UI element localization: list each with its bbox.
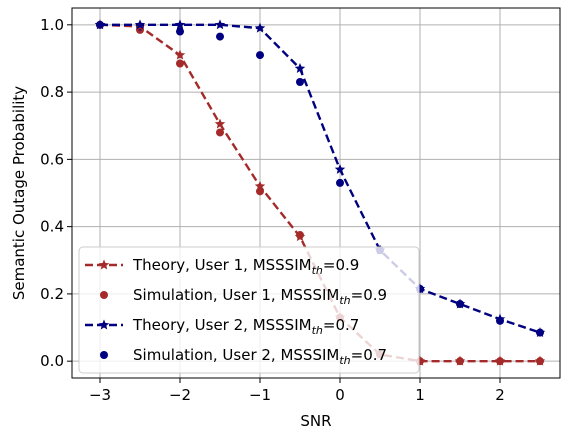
data-point (534, 327, 546, 338)
data-point (254, 22, 266, 33)
data-point (214, 19, 226, 30)
data-point (294, 231, 306, 242)
x-tick-label: 2 (495, 386, 505, 404)
x-tick-label: −1 (249, 386, 271, 404)
legend-label: Theory, User 2, MSSSIMth=0.7 (132, 316, 359, 337)
data-point (134, 19, 146, 30)
data-point (94, 19, 106, 30)
legend-item: Simulation, User 2, MSSSIMth=0.7 (100, 346, 387, 367)
y-tick-label: 1.0 (40, 16, 64, 34)
legend: Theory, User 1, MSSSIMth=0.9 Simulation, … (78, 246, 420, 374)
data-point (334, 163, 346, 174)
data-point (296, 78, 304, 86)
data-point (494, 355, 506, 366)
data-point (174, 49, 186, 60)
data-point (534, 355, 546, 366)
legend-marker (100, 291, 108, 299)
legend-label: Simulation, User 1, MSSSIMth=0.9 (133, 286, 387, 307)
data-point (176, 27, 184, 36)
ticks: −3 −2 −1 0 1 2 0.0 0.2 0.4 0.6 0.8 1.0 (40, 16, 505, 404)
data-point (216, 128, 224, 137)
x-axis-label: SNR (300, 412, 331, 430)
data-point (454, 355, 466, 366)
legend-marker (98, 259, 110, 270)
y-tick-label: 0.0 (40, 352, 64, 370)
legend-marker (100, 351, 108, 359)
x-tick-label: −3 (89, 386, 111, 404)
data-point (494, 313, 506, 324)
x-tick-label: −2 (169, 386, 191, 404)
x-tick-label: 1 (415, 386, 425, 404)
data-point (256, 51, 264, 60)
legend-item: Theory, User 2, MSSSIMth=0.7 (85, 316, 359, 337)
y-tick-label: 0.2 (40, 285, 64, 303)
plot-frame (71, 7, 561, 379)
data-point (294, 63, 306, 73)
data-point (254, 180, 266, 191)
data-point (214, 118, 226, 129)
legend-box (78, 246, 420, 374)
y-axis-label: Semantic Outage Probability (10, 86, 28, 300)
x-tick-label: 0 (335, 386, 345, 404)
series-line (100, 23, 541, 334)
legend-label: Theory, User 1, MSSSIMth=0.9 (132, 256, 359, 277)
data-point (174, 19, 186, 30)
y-tick-label: 0.6 (40, 150, 64, 168)
data-point (454, 298, 466, 309)
legend-label: Simulation, User 2, MSSSIMth=0.7 (133, 346, 387, 367)
legend-item: Theory, User 1, MSSSIMth=0.9 (85, 256, 359, 277)
y-tick-label: 0.4 (40, 218, 64, 236)
data-point (336, 178, 344, 187)
legend-marker (98, 319, 110, 330)
data-point (216, 32, 224, 41)
data-point (176, 59, 184, 68)
legend-item: Simulation, User 1, MSSSIMth=0.9 (100, 286, 387, 307)
y-tick-label: 0.8 (40, 83, 64, 101)
